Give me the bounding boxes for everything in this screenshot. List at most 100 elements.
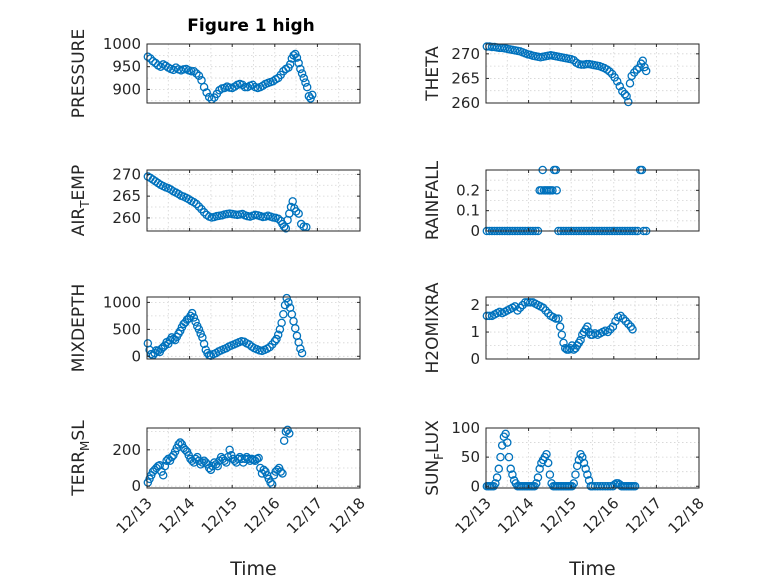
y-tick-label: 260: [451, 94, 480, 112]
data-point: [615, 82, 625, 91]
data-point: [277, 318, 286, 328]
data-point: [501, 429, 510, 439]
x-axis-label: Time: [229, 558, 277, 580]
y-axis-label: TERRMSL: [69, 420, 92, 497]
axes-box: [146, 296, 361, 360]
data-point: [199, 339, 209, 349]
axes-box: [146, 427, 361, 489]
data-point: [542, 449, 551, 459]
subplot-4: 0 0.1 0.2 RAINFALL: [423, 160, 700, 240]
figure-title: Figure 1 high: [187, 16, 315, 36]
data-point: [192, 199, 201, 209]
data-point: [578, 452, 587, 462]
y-tick-label: 0: [131, 477, 141, 495]
data-point: [270, 336, 280, 346]
y-tick-label: 260: [112, 209, 141, 227]
subplot-8: 0 50 100 SUNFLUX 12/13 12/14 12/15 12/16 12/17 12…: [423, 419, 708, 580]
y-tick-label: 0: [470, 222, 480, 240]
data-point: [281, 224, 291, 233]
data-point: [296, 344, 305, 354]
y-axis-label: PRESSURE: [69, 29, 89, 118]
data-point: [513, 306, 522, 315]
data-point: [299, 73, 309, 83]
axes-box: [485, 169, 700, 232]
data-point: [533, 473, 543, 482]
axes-box: [485, 296, 700, 360]
data-point: [273, 330, 283, 339]
data-point: [526, 298, 535, 307]
data-point: [583, 470, 592, 479]
data-point: [296, 64, 305, 74]
data-point: [294, 209, 303, 218]
data-point: [194, 202, 204, 211]
data-point: [282, 293, 291, 303]
data-point: [554, 314, 563, 323]
subplot-3: 260 265 270 AIRTEMP: [69, 165, 361, 236]
data-point: [491, 479, 500, 488]
data-point: [503, 438, 512, 447]
y-axis-label: H2OMIXRA: [423, 282, 443, 373]
data-point: [605, 67, 614, 76]
data-point: [294, 58, 303, 68]
x-tick-label: 12/13: [452, 494, 495, 537]
y-tick-label: 0: [131, 347, 141, 365]
data-point: [576, 335, 585, 345]
data-point: [285, 429, 294, 438]
data-point: [622, 91, 631, 101]
y-tick-label: 200: [112, 441, 141, 459]
subplot-6: 0 1 2 H2OMIXRA: [423, 282, 700, 374]
x-axis-label: Time: [568, 558, 616, 580]
data-point: [559, 338, 568, 348]
y-tick-label: 950: [112, 58, 141, 76]
data-point: [602, 65, 612, 74]
data-point: [515, 303, 525, 313]
y-tick-label: 1000: [103, 35, 141, 53]
data-point: [569, 479, 579, 488]
y-tick-label: 900: [112, 80, 141, 98]
data-point: [285, 60, 295, 69]
data-point: [284, 298, 293, 307]
data-point: [292, 53, 302, 62]
x-tick-label: 12/16: [579, 494, 622, 537]
data-point: [308, 90, 317, 100]
data-point: [482, 311, 492, 321]
data-point: [291, 207, 301, 216]
data-point: [572, 461, 582, 471]
data-point: [494, 464, 504, 474]
y-tick-label: 50: [461, 448, 480, 466]
data-point: [273, 214, 283, 224]
data-point: [581, 464, 590, 474]
y-tick-label: 265: [112, 187, 141, 205]
data-point: [579, 458, 589, 468]
data-point: [301, 78, 310, 87]
x-tick-label: 12/15: [198, 494, 241, 537]
data-point: [266, 478, 275, 487]
data-point: [302, 82, 312, 92]
y-tick-label: 500: [112, 320, 141, 338]
data-point: [194, 71, 204, 81]
axes-box: [485, 427, 700, 489]
x-tick-label: 12/14: [155, 494, 198, 537]
y-axis-label: THETA: [423, 46, 443, 102]
x-tick-label: 12/17: [622, 494, 665, 537]
data-point: [551, 314, 561, 323]
y-axis-label: AIRTEMP: [69, 165, 92, 236]
data-point: [640, 62, 649, 72]
data-point: [628, 325, 637, 334]
data-point: [240, 82, 250, 92]
axes-box: [146, 43, 361, 104]
data-point: [538, 303, 548, 313]
data-point: [541, 306, 550, 315]
data-point: [618, 314, 628, 323]
axes-box: [485, 43, 700, 104]
data-point: [189, 66, 199, 76]
y-tick-label: 1000: [103, 293, 141, 311]
plot-area: [486, 297, 699, 359]
y-tick-label: 0.2: [456, 181, 480, 199]
data-point: [221, 458, 231, 467]
data-point: [624, 319, 633, 329]
subplot-5: 0 500 1000 MIXDEPTH: [69, 284, 361, 372]
data-point: [535, 464, 544, 474]
data-point: [606, 325, 615, 334]
subplot-2: 260 265 270 THETA: [423, 42, 700, 112]
